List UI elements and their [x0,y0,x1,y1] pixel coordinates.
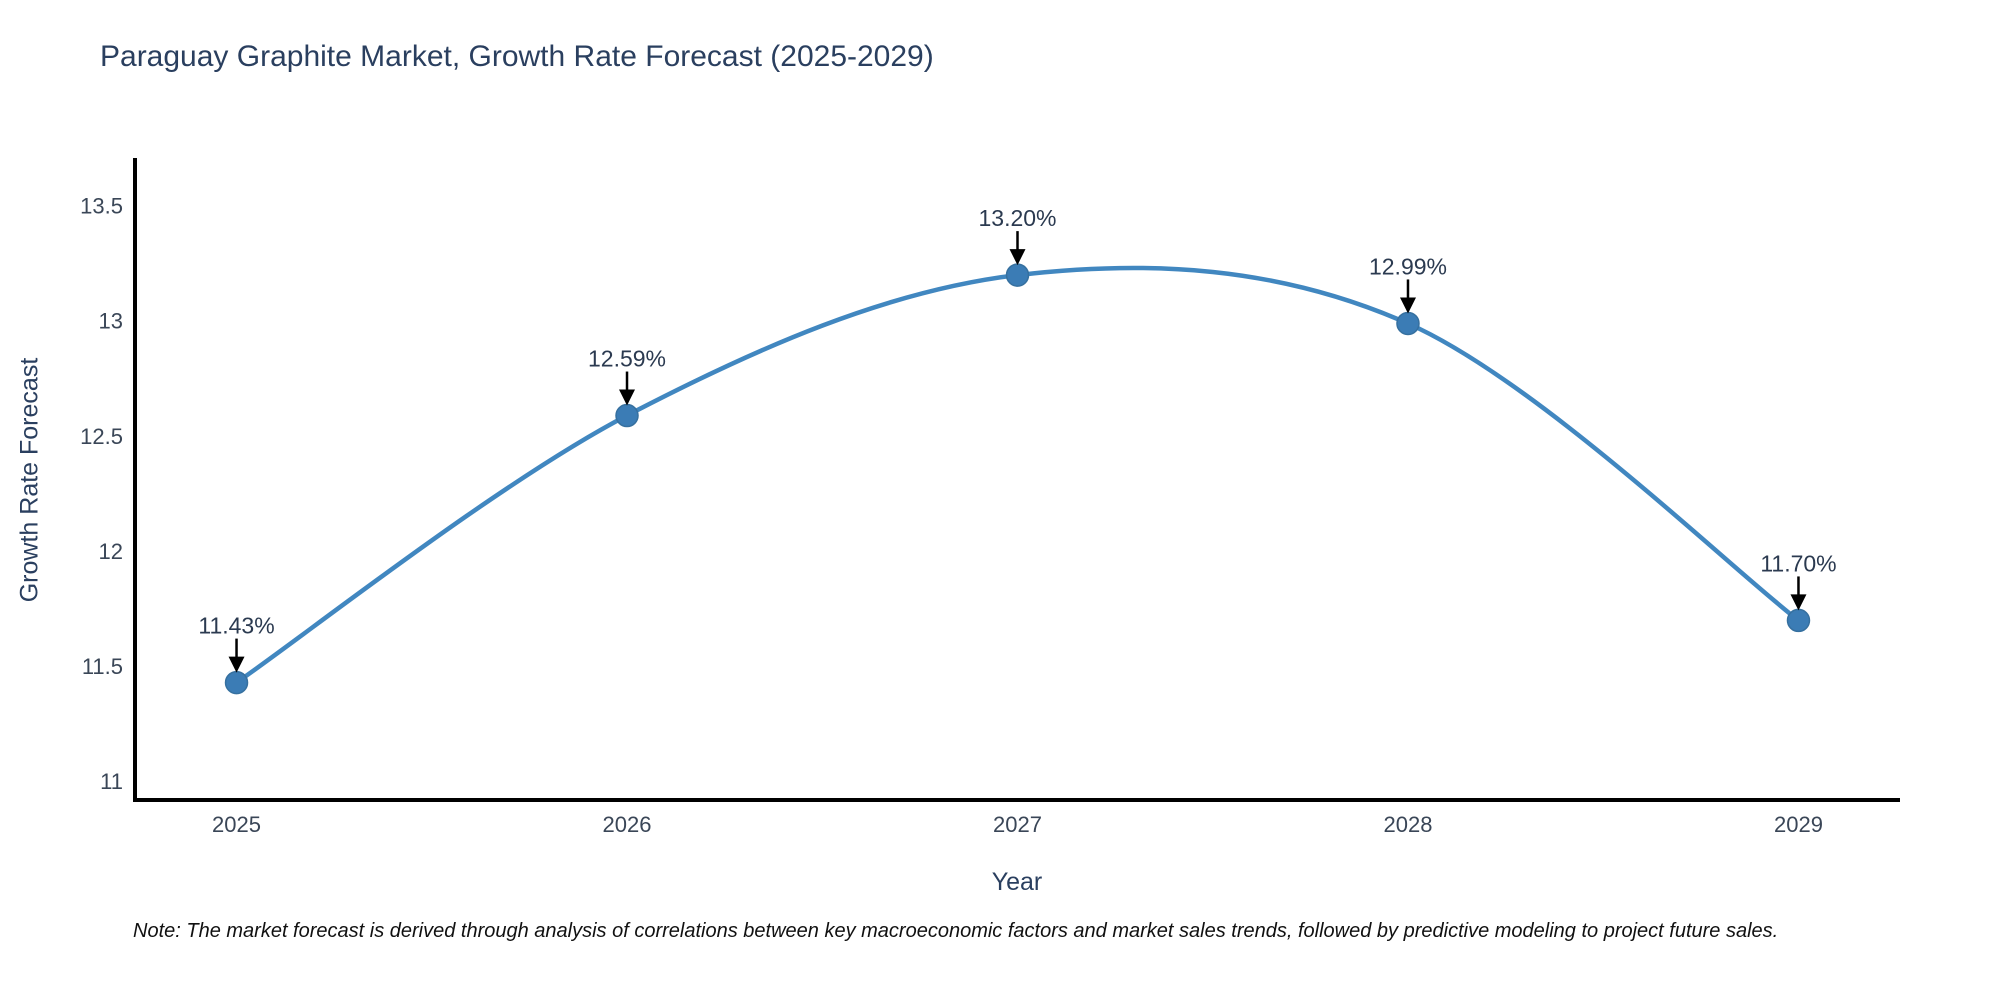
annotation-label: 12.99% [1369,253,1447,279]
data-point-marker [1396,311,1420,336]
x-axis-title: Year [991,868,1043,896]
growth-rate-line [234,265,1801,685]
y-tick-label: 12.5 [80,424,123,449]
y-tick-label: 11 [100,769,123,794]
annotation-arrowhead [1009,249,1026,266]
x-tick-label: 2027 [993,812,1042,837]
annotation-arrowhead [1790,594,1807,611]
annotation-label: 11.70% [1760,550,1836,576]
data-point-marker [615,403,639,428]
x-tick-label: 2028 [1384,812,1433,837]
data-point-marker [1005,263,1030,287]
data-point-marker [1786,608,1811,633]
annotation-label: 13.20% [978,205,1056,231]
y-axis-title: Growth Rate Forecast [15,357,44,603]
chart-title: Paraguay Graphite Market, Growth Rate Fo… [100,40,934,73]
x-tick-label: 2025 [212,812,261,837]
x-tick-label: 2026 [603,812,652,837]
x-tick-label: 2029 [1774,812,1823,837]
annotation-label: 11.43% [198,613,274,639]
y-tick-label: 13 [99,309,123,334]
y-tick-label: 13.5 [80,194,123,219]
footnote: Note: The market forecast is derived thr… [133,920,1779,942]
annotation-arrowhead [1399,297,1416,314]
data-point-marker [224,670,249,695]
y-tick-label: 12 [99,539,123,564]
annotation-arrowhead [228,656,245,673]
annotation-arrowhead [619,389,636,406]
annotation-label: 12.59% [588,346,666,372]
y-tick-label: 11.5 [82,654,123,679]
